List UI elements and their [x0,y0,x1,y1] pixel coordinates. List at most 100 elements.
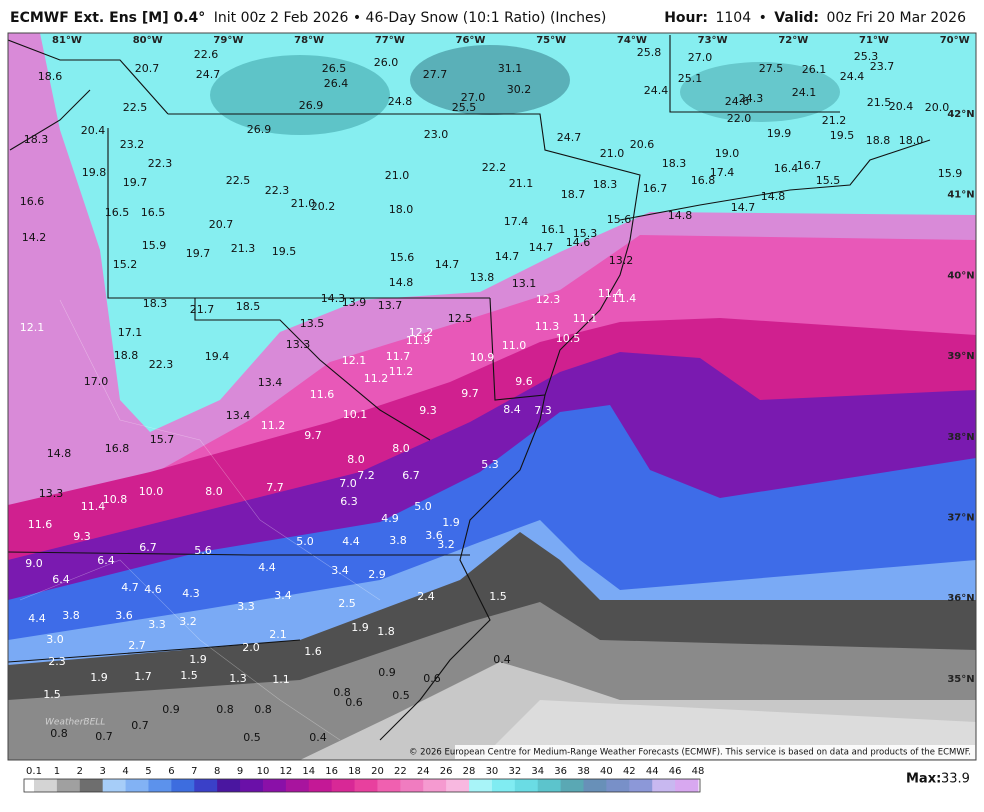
colorbar-tick-label: 34 [531,766,544,777]
snow-total: 25.3 [854,50,879,63]
snow-total: 15.9 [142,239,167,252]
snow-total: 0.8 [50,727,68,740]
colorbar-tick-label: 24 [417,766,430,777]
valid-label: Valid: [774,10,819,26]
longitude-label: 72°W [778,35,808,46]
snow-total: 27.0 [461,91,486,104]
colorbar-swatch [79,779,104,792]
snow-total: 5.0 [296,535,314,548]
colorbar-swatch [148,779,172,792]
snow-total: 11.2 [364,372,389,385]
max-label: Max: [906,772,941,787]
snow-total: 20.0 [925,101,950,114]
colorbar-swatch [24,779,34,792]
snow-total: 6.3 [340,495,358,508]
county-line [59,299,381,601]
colorbar-swatch [629,779,653,792]
map-frame [7,32,977,761]
snow-total: 18.5 [236,300,261,313]
colorbar-swatch [400,779,424,792]
snow-total: 3.4 [331,564,349,577]
snow-total: 22.0 [727,112,752,125]
snow-total: 31.1 [498,62,523,75]
credit-bg [455,745,975,759]
snow-total: 19.4 [205,350,230,363]
snow-total: 1.8 [377,625,395,638]
snow-total: 5.3 [481,458,499,471]
colorbar-swatch [423,779,447,792]
snow-total: 4.9 [381,512,399,525]
colorbar-tick-label: 22 [394,766,407,777]
snow-total: 18.6 [38,70,63,83]
snow-total: 15.6 [390,251,415,264]
snow-total: 18.7 [561,188,586,201]
longitude-label: 73°W [698,35,728,46]
snow-total: 1.9 [442,516,460,529]
snow-total: 8.0 [205,485,223,498]
snow-total: 20.7 [209,218,234,231]
snow-total: 21.0 [385,169,410,182]
snow-total: 11.4 [612,292,637,305]
snow-total: 19.9 [767,127,792,140]
snow-total: 0.5 [243,731,261,744]
snow-total: 2.5 [338,597,356,610]
state-border [8,39,169,115]
snow-total: 1.5 [180,669,198,682]
snow-total: 24.6 [725,95,750,108]
colorbar-tick-label: 3 [100,766,106,777]
snow-total: 1.7 [134,670,152,683]
snow-total: 24.7 [196,68,221,81]
colorbar-tick-label: 16 [325,766,338,777]
snow-total: 3.3 [148,618,166,631]
longitude-label: 71°W [859,35,889,46]
snow-total: 18.3 [593,178,618,191]
snow-total: 0.7 [95,730,113,743]
snow-total: 14.8 [389,276,414,289]
snow-total: 13.4 [258,376,283,389]
colorbar-swatch [194,779,218,792]
colorbar-tick-label: 20 [371,766,384,777]
colorbar-swatch [446,779,470,792]
subtitle: Init 00z 2 Feb 2026 • 46-Day Snow (10:1 … [214,10,607,26]
snow-total: 20.7 [135,62,160,75]
snow-total: 11.0 [502,339,527,352]
longitude-label: 78°W [294,35,324,46]
snow-total: 18.8 [114,349,139,362]
snow-total: 12.5 [448,312,473,325]
snow-total: 10.9 [470,351,495,364]
snow-total: 21.5 [867,96,892,109]
longitude-label: 80°W [133,35,163,46]
latitude-label: 38°N [947,432,974,443]
separator: • [759,10,767,26]
labels: 22.6 20.7 24.7 26.5 26.4 26.0 27.7 31.1 25.8 27.0… [20,46,963,744]
snow-total: 7.3 [534,404,552,417]
snow-total: 24.4 [840,70,865,83]
colorbar-tick-label: 7 [191,766,197,777]
snow-total: 3.2 [437,538,455,551]
header-right: Hour: 1104 • Valid: 00z Fri 20 Mar 2026 [664,10,966,26]
snow-total: 4.7 [121,581,139,594]
snow-total: 25.8 [637,46,662,59]
snow-total: 0.8 [254,703,272,716]
snow-total: 11.1 [573,312,598,325]
snow-total: 13.3 [39,487,64,500]
colorbar-swatch [102,779,127,792]
latitude-label: 35°N [947,674,974,685]
colorbar-tick-label: 28 [463,766,476,777]
colorbar-tick-label: 6 [168,766,174,777]
longitude-label: 81°W [52,35,82,46]
snow-total: 16.5 [141,206,166,219]
colorbar-frame [23,778,701,793]
snow-total: 14.3 [321,292,346,305]
snow-total: 14.8 [668,209,693,222]
snow-total: 15.7 [150,433,175,446]
snow-total: 0.6 [345,696,363,709]
snow-total: 17.4 [710,166,735,179]
snow-total: 24.4 [644,84,669,97]
snow-total: 14.7 [529,241,554,254]
snow-total: 27.0 [688,51,713,64]
snow-total: 8.0 [392,442,410,455]
longitude-label: 70°W [940,35,970,46]
